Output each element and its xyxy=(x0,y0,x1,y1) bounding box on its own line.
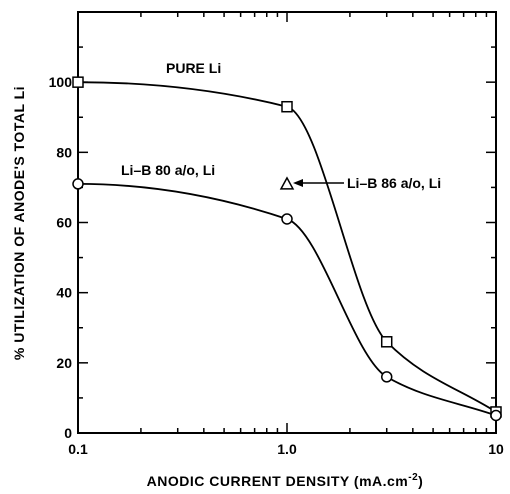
series-markers xyxy=(72,76,502,422)
data-point-1-2 xyxy=(380,371,393,383)
data-point-1-3 xyxy=(490,409,502,422)
series-curves xyxy=(77,81,497,417)
y-axis-label: % UTILIZATION OF ANODE'S TOTAL Li xyxy=(11,86,27,360)
x-tick-label: 10 xyxy=(488,441,504,457)
data-point-0-0 xyxy=(72,76,84,88)
data-point-0-1 xyxy=(281,100,293,113)
annotation-pure-li: PURE Li xyxy=(166,60,221,76)
series-line-1 xyxy=(77,183,497,417)
y-tick-label: 0 xyxy=(64,425,72,441)
data-point-2-0 xyxy=(279,176,295,190)
annotation-li-b-86: Li–B 86 a/o, Li xyxy=(347,175,441,191)
x-tick-label: 0.1 xyxy=(68,441,88,457)
x-axis-label: ANODIC CURRENT DENSITY (mA.cm-2) xyxy=(147,472,424,489)
annotation-arrow-head xyxy=(293,179,303,187)
data-point-1-1 xyxy=(281,213,293,225)
axis-ticks xyxy=(77,11,496,434)
y-tick-label: 80 xyxy=(56,144,72,160)
data-point-0-2 xyxy=(380,336,393,348)
y-tick-label: 20 xyxy=(56,355,72,371)
series-line-0 xyxy=(77,81,497,413)
y-tick-label: 60 xyxy=(56,215,72,231)
y-tick-label: 40 xyxy=(56,285,72,301)
y-tick-label: 100 xyxy=(49,74,73,90)
x-tick-label: 1.0 xyxy=(277,441,297,457)
data-point-1-0 xyxy=(72,178,84,190)
annotation-li-b-80: Li–B 80 a/o, Li xyxy=(121,162,215,178)
